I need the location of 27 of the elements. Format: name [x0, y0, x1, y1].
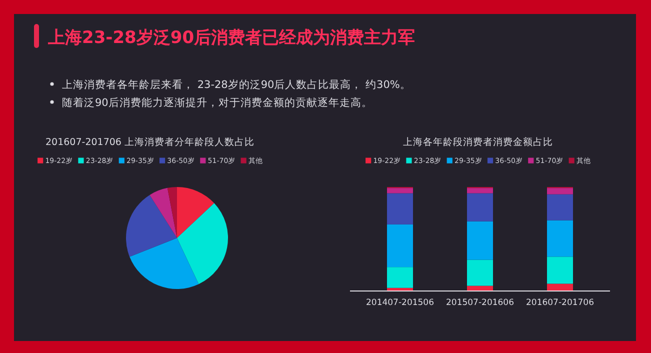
pie-slice — [130, 238, 199, 289]
bar — [387, 267, 413, 288]
bar — [467, 188, 493, 194]
pie-slice — [150, 188, 177, 238]
bar — [387, 193, 413, 224]
chart-title: 201607-201706 上海消费者分年龄段人数占比 — [46, 136, 254, 148]
bar — [467, 193, 493, 222]
bar — [387, 224, 413, 268]
text: 上海23-28岁泛90后消费者已经成为消费主力军 — [47, 28, 416, 48]
bar — [547, 194, 573, 220]
bar — [387, 188, 413, 194]
chart-title: 上海各年龄段消费者消费金额占比 — [403, 136, 553, 148]
pie-slice — [177, 203, 228, 284]
bar — [467, 221, 493, 260]
x-tick-label: 201607-201706 — [526, 298, 594, 308]
x-tick-label: 201407-201506 — [366, 298, 434, 308]
x-tick-label: 201507-201606 — [446, 298, 514, 308]
bar — [547, 284, 573, 291]
pie-slice — [167, 187, 177, 238]
text: 上海消费者各年龄层来看， 23-28岁的泛90后人数占比最高， 约30%。 — [62, 78, 411, 91]
bar — [547, 188, 573, 194]
bar — [467, 260, 493, 286]
bar — [547, 256, 573, 284]
bar — [547, 220, 573, 257]
text: 随着泛90后消费能力逐渐提升，对于消费金额的贡献逐年走高。 — [62, 96, 372, 109]
pie-slice — [126, 194, 177, 257]
pie-slice — [177, 187, 214, 238]
